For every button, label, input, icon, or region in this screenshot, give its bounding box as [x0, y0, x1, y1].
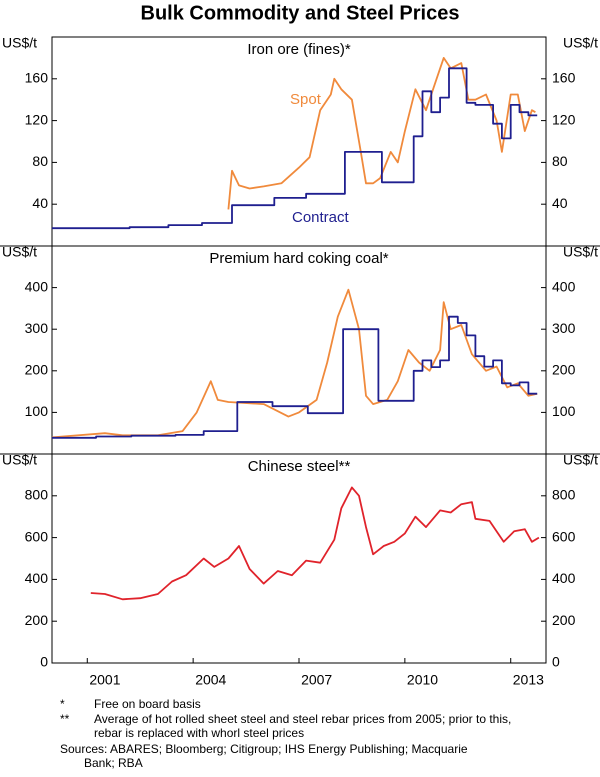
y-axis-label: US$/t	[2, 35, 37, 51]
y2-tick-label: 100	[552, 403, 576, 419]
y2-tick-label: 800	[552, 487, 576, 503]
series-line	[52, 315, 538, 439]
y-tick-label: 0	[40, 654, 48, 670]
y-tick-label: 200	[25, 612, 49, 628]
note-text: Free on board basis	[94, 697, 201, 711]
x-tick-label: 2013	[513, 672, 544, 688]
note-marker: *	[60, 697, 65, 711]
y-tick-label: 120	[25, 111, 49, 127]
panel-title: Chinese steel**	[248, 458, 351, 475]
y2-axis-label: US$/t	[563, 35, 598, 51]
x-tick-label: 2004	[195, 672, 226, 688]
y2-tick-label: 400	[552, 570, 576, 586]
y2-tick-label: 80	[552, 153, 568, 169]
y2-tick-label: 200	[552, 362, 576, 378]
y2-tick-label: 40	[552, 195, 568, 211]
series-label: Contract	[292, 209, 350, 226]
y-tick-label: 40	[32, 195, 48, 211]
y2-tick-label: 300	[552, 320, 576, 336]
y-tick-label: 200	[25, 362, 49, 378]
series-line	[51, 288, 538, 439]
y-tick-label: 400	[25, 278, 49, 294]
y-tick-label: 160	[25, 70, 49, 86]
y2-axis-label: US$/t	[563, 244, 598, 260]
series-line	[52, 67, 538, 230]
y2-axis-label: US$/t	[563, 452, 598, 468]
y-axis-label: US$/t	[2, 452, 37, 468]
note-text: Average of hot rolled sheet steel and st…	[94, 712, 512, 740]
y2-tick-label: 0	[552, 654, 560, 670]
chart: Bulk Commodity and Steel Prices Iron ore…	[0, 2, 600, 688]
panel-title: Premium hard coking coal*	[209, 250, 388, 267]
series-label: Spot	[290, 91, 322, 108]
x-tick-label: 2001	[89, 672, 120, 688]
x-tick-label: 2010	[407, 672, 438, 688]
note-marker: **	[60, 712, 70, 726]
panel-title: Iron ore (fines)*	[247, 41, 351, 58]
y-tick-label: 600	[25, 528, 49, 544]
y2-tick-label: 200	[552, 612, 576, 628]
y-tick-label: 100	[25, 403, 49, 419]
series-line	[227, 57, 536, 210]
x-tick-label: 2007	[301, 672, 332, 688]
y2-tick-label: 600	[552, 528, 576, 544]
y-axis-label: US$/t	[2, 244, 37, 260]
y-tick-label: 300	[25, 320, 49, 336]
y-tick-label: 80	[32, 153, 48, 169]
y2-tick-label: 160	[552, 70, 576, 86]
y2-tick-label: 120	[552, 111, 576, 127]
sources: Sources: ABARES; Bloomberg; Citigroup; I…	[60, 742, 468, 770]
chart-title: Bulk Commodity and Steel Prices	[141, 2, 460, 24]
y-tick-label: 800	[25, 487, 49, 503]
y2-tick-label: 400	[552, 278, 576, 294]
y-tick-label: 400	[25, 570, 49, 586]
series-line	[90, 486, 540, 601]
